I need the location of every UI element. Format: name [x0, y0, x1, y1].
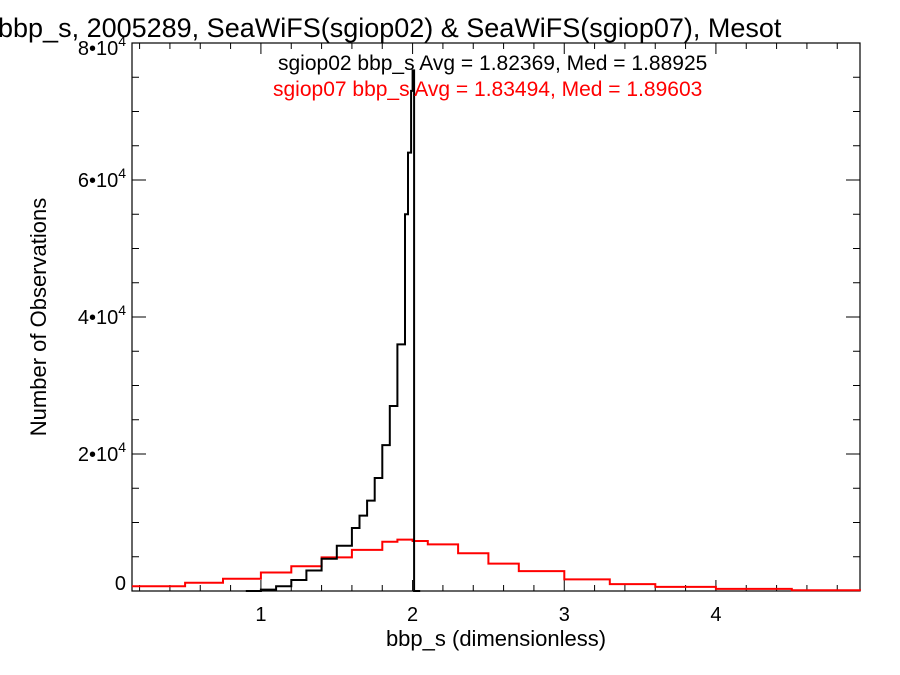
stat-label-sgiop02: sgiop02 bbp_s Avg = 1.82369, Med = 1.889… [278, 52, 707, 75]
series-line-sgiop02 [245, 69, 421, 592]
stat-label-sgiop07: sgiop07 bbp_s Avg = 1.83494, Med = 1.896… [273, 78, 702, 101]
y-tick-label-0: 0 [115, 573, 126, 595]
x-tick-label-4: 4 [710, 604, 721, 626]
chart-title: bbp_s, 2005289, SeaWiFS(sgiop02) & SeaWi… [0, 13, 782, 43]
x-tick-label-2: 2 [407, 604, 418, 626]
y-tick-label-20000: 2•104 [78, 439, 126, 466]
series-layer [132, 69, 861, 592]
x-tick-label-1: 1 [255, 604, 266, 626]
x-tick-label-3: 3 [559, 604, 570, 626]
series-line-sgiop07 [132, 538, 861, 592]
y-tick-label-80000: 8•104 [78, 33, 126, 60]
plot-frame [131, 42, 861, 592]
ticks-layer: 1 2 3 4 0 2•104 4•104 6•104 8•104 [78, 33, 860, 626]
x-axis-label: bbp_s (dimensionless) [386, 626, 606, 651]
y-tick-label-60000: 6•104 [78, 165, 126, 192]
y-axis-label: Number of Observations [26, 198, 51, 436]
y-tick-label-40000: 4•104 [78, 302, 126, 329]
